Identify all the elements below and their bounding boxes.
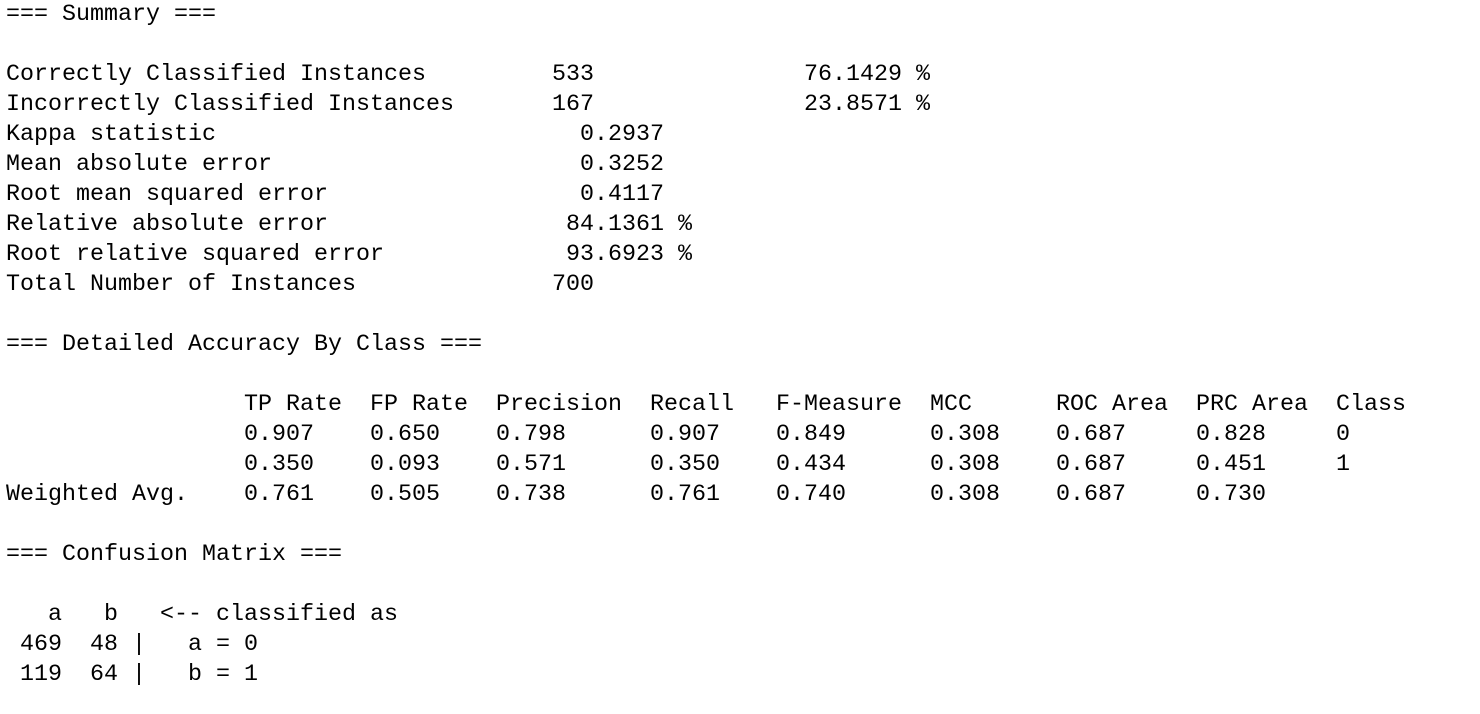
stat-value: 0.4117 (580, 182, 664, 208)
matrix-header: b (104, 602, 118, 628)
metric-value: 0.761 (244, 482, 314, 508)
stat-label: Mean absolute error (6, 152, 272, 178)
stat-value: 700 (552, 272, 594, 298)
stat-value: 0.2937 (580, 122, 664, 148)
matrix-row-label: a = 0 (188, 632, 258, 658)
metric-value: 0.571 (496, 452, 566, 478)
matrix-cell: 469 (20, 632, 62, 658)
stat-percent: 76.1429 % (804, 62, 930, 88)
stat-percent: 23.8571 % (804, 92, 930, 118)
stat-label: Correctly Classified Instances (6, 62, 426, 88)
column-header: F-Measure (776, 392, 902, 418)
matrix-legend: <-- classified as (160, 602, 398, 628)
class-value: 0 (1336, 422, 1350, 448)
matrix-cell: 119 (20, 662, 62, 688)
separator: | (132, 662, 146, 688)
stat-value: 167 (552, 92, 594, 118)
stat-label: Total Number of Instances (6, 272, 356, 298)
column-header: ROC Area (1056, 392, 1168, 418)
row-label: Weighted Avg. (6, 482, 188, 508)
metric-value: 0.505 (370, 482, 440, 508)
column-header: Recall (650, 392, 734, 418)
metric-value: 0.687 (1056, 452, 1126, 478)
class-value: 1 (1336, 452, 1350, 478)
column-header: PRC Area (1196, 392, 1308, 418)
section-title: === Confusion Matrix === (6, 542, 342, 568)
metric-value: 0.798 (496, 422, 566, 448)
column-header: TP Rate (244, 392, 342, 418)
column-header: Precision (496, 392, 622, 418)
stat-value: 533 (552, 62, 594, 88)
stat-label: Kappa statistic (6, 122, 216, 148)
metric-value: 0.907 (244, 422, 314, 448)
matrix-row-label: b = 1 (188, 662, 258, 688)
metric-value: 0.308 (930, 482, 1000, 508)
matrix-cell: 64 (90, 662, 118, 688)
metric-value: 0.350 (244, 452, 314, 478)
matrix-cell: 48 (90, 632, 118, 658)
stat-value: 84.1361 % (566, 212, 692, 238)
metric-value: 0.687 (1056, 422, 1126, 448)
metric-value: 0.093 (370, 452, 440, 478)
stat-value: 93.6923 % (566, 242, 692, 268)
section-title: === Detailed Accuracy By Class === (6, 332, 482, 358)
stat-value: 0.3252 (580, 152, 664, 178)
metric-value: 0.730 (1196, 482, 1266, 508)
metric-value: 0.451 (1196, 452, 1266, 478)
metric-value: 0.849 (776, 422, 846, 448)
stat-label: Relative absolute error (6, 212, 328, 238)
column-header: MCC (930, 392, 972, 418)
metric-value: 0.687 (1056, 482, 1126, 508)
column-header: Class (1336, 392, 1406, 418)
metric-value: 0.434 (776, 452, 846, 478)
metric-value: 0.650 (370, 422, 440, 448)
stat-label: Root mean squared error (6, 182, 328, 208)
section-title: === Summary === (6, 2, 216, 28)
metric-value: 0.308 (930, 422, 1000, 448)
column-header: FP Rate (370, 392, 468, 418)
matrix-header: a (48, 602, 62, 628)
metric-value: 0.738 (496, 482, 566, 508)
metric-value: 0.308 (930, 452, 1000, 478)
stat-label: Root relative squared error (6, 242, 384, 268)
metric-value: 0.907 (650, 422, 720, 448)
separator: | (132, 632, 146, 658)
metric-value: 0.828 (1196, 422, 1266, 448)
metric-value: 0.761 (650, 482, 720, 508)
metric-value: 0.740 (776, 482, 846, 508)
stat-label: Incorrectly Classified Instances (6, 92, 454, 118)
metric-value: 0.350 (650, 452, 720, 478)
